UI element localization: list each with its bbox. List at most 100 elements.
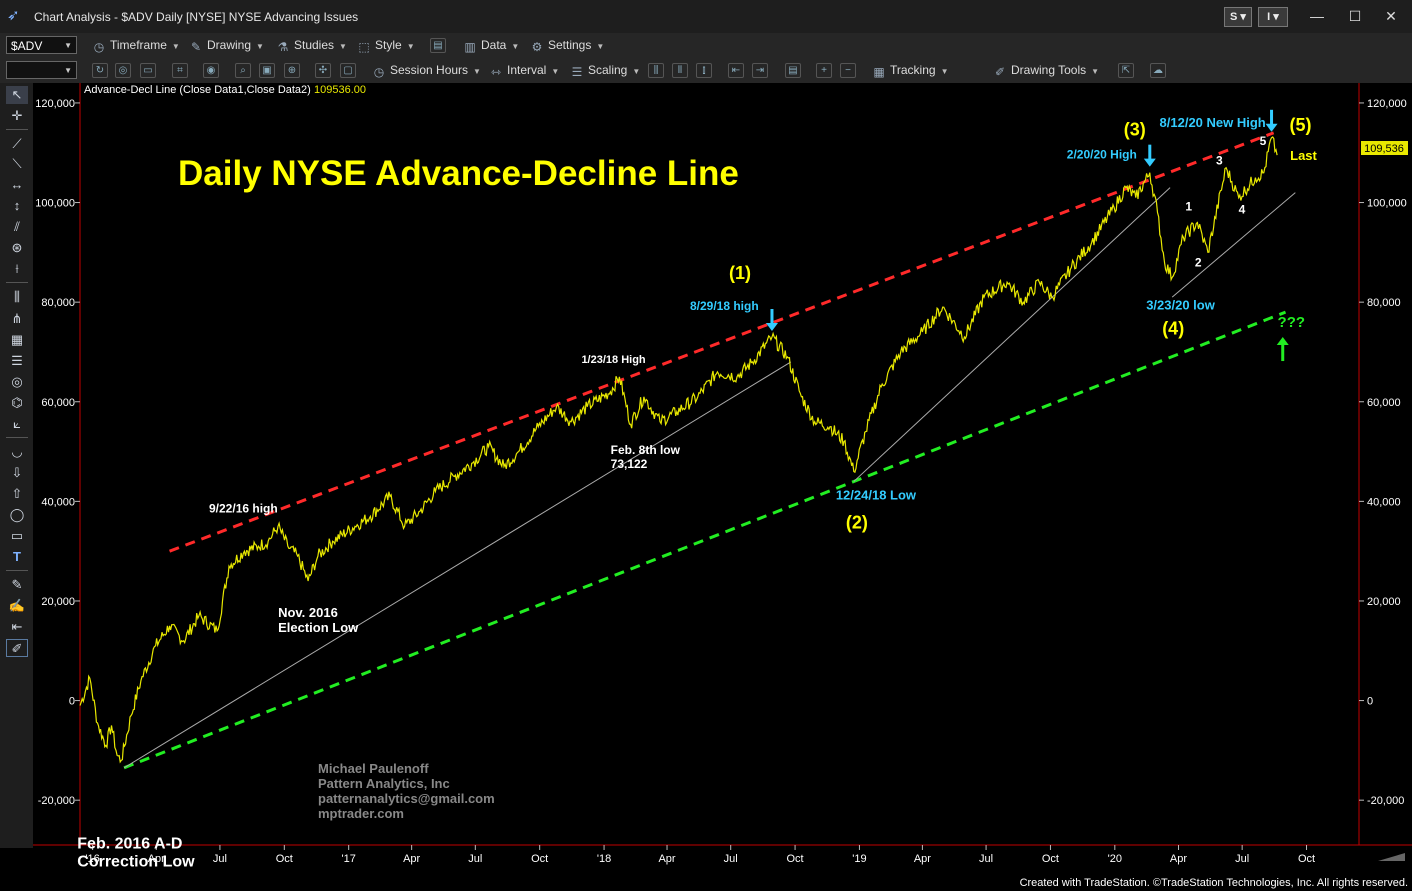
annotation-label: Feb. 8th low — [611, 443, 681, 457]
x-tick-label: '18 — [597, 853, 611, 865]
link-icon[interactable]: ⌗ — [172, 63, 188, 78]
trendline-icon[interactable]: ⟋ — [12, 136, 22, 151]
y-tick-label-left: 100,000 — [35, 198, 75, 210]
bars-tool-icon[interactable]: ⫼ — [14, 289, 20, 304]
zoom-in-icon[interactable]: + — [816, 63, 832, 78]
clock-icon: ◷ — [373, 65, 385, 79]
last-value: 109,536 — [1364, 143, 1404, 155]
tracking-menu[interactable]: ▦ Tracking ▼ — [873, 63, 949, 79]
layout-icon[interactable]: ▤ — [430, 38, 446, 53]
style-icon: ⬚ — [358, 40, 370, 54]
x-tick-label: Apr — [658, 853, 675, 865]
text-tool-icon[interactable]: T — [13, 549, 21, 564]
maximize-button[interactable]: ☐ — [1348, 8, 1362, 24]
properties-icon[interactable]: ✐ — [6, 639, 28, 657]
x-axis-band — [33, 846, 1412, 877]
refresh-icon[interactable]: ↻ — [92, 63, 108, 78]
zoom-icon[interactable]: ⊕ — [284, 63, 300, 78]
scroll-right-icon[interactable]: ⇥ — [752, 63, 768, 78]
annotation-label: 5 — [1260, 134, 1267, 148]
frame-icon[interactable]: ▢ — [340, 63, 356, 78]
bar-chart-icon[interactable]: ⫼ — [648, 63, 664, 78]
y-tick-label-left: -20,000 — [38, 795, 75, 807]
ellipse-icon[interactable]: ◯ — [9, 507, 25, 522]
delete-drawing-icon[interactable]: ⇤ — [11, 619, 23, 634]
save-icon[interactable]: ▣ — [259, 63, 275, 78]
highlight-icon[interactable]: ✍ — [8, 598, 26, 613]
channel-icon[interactable]: ⫽ — [14, 219, 20, 234]
window-title: Chart Analysis - $ADV Daily [NYSE] NYSE … — [34, 10, 359, 24]
crosshair-icon[interactable]: ✛ — [11, 108, 23, 123]
speed-lines-icon[interactable]: ⟀ — [13, 416, 21, 431]
annotation-label: 3 — [1216, 154, 1223, 168]
y-tick-label-right: 0 — [1367, 696, 1373, 708]
x-tick-label: Jul — [979, 853, 993, 865]
settings-menu[interactable]: ⚙ Settings ▼ — [531, 38, 605, 54]
spiral-icon[interactable]: ◎ — [11, 374, 23, 389]
annotation-label: Last — [1290, 148, 1317, 163]
trendline-solid — [1171, 192, 1296, 298]
signature-line: Michael Paulenoff — [318, 761, 429, 776]
secondary-symbol-input[interactable]: ▼ — [6, 61, 77, 79]
y-tick-label-right: 20,000 — [1367, 596, 1401, 608]
arrow-down-icon[interactable]: ⇩ — [11, 465, 23, 480]
drawing-tools-sidebar: ↖ ✛ ⟋ ⟍ ↔ ↕ ⫽ ⊛ ⟊ ⫼ ⋔ ▦ ☰ ◎ ⌬ ⟀ ◡ ⇩ ⇧ ◯ … — [0, 83, 33, 848]
timeframe-menu[interactable]: ◷ Timeframe ▼ — [93, 38, 180, 54]
annotation-label: Feb. 2016 A-D — [77, 835, 182, 852]
arc-icon[interactable]: ◡ — [11, 444, 23, 459]
interval-menu[interactable]: ⇿ Interval ▼ — [490, 63, 560, 79]
x-tick-label: '17 — [342, 853, 356, 865]
chat-icon[interactable]: ☁ — [1150, 63, 1166, 78]
annotation-label: (3) — [1124, 120, 1146, 140]
bars-icon[interactable]: ⫾ — [696, 63, 712, 78]
gann-icon[interactable]: ⟊ — [15, 261, 19, 276]
minimize-button[interactable]: — — [1310, 8, 1324, 24]
zoom-out-icon[interactable]: − — [840, 63, 856, 78]
window-icon[interactable]: ▭ — [140, 63, 156, 78]
style-menu[interactable]: ⬚ Style ▼ — [358, 38, 415, 54]
scaling-menu[interactable]: ☰ Scaling ▼ — [571, 63, 641, 79]
cycle-icon[interactable]: ⌬ — [11, 395, 23, 410]
sync-s-button[interactable]: S ▾ — [1224, 7, 1252, 27]
andrews-pitchfork-icon[interactable]: ⋔ — [11, 311, 23, 326]
y-tick-label-left: 60,000 — [41, 397, 75, 409]
search-icon[interactable]: ⌕ — [235, 63, 251, 78]
scroll-left-icon[interactable]: ⇤ — [728, 63, 744, 78]
drawing-tools-menu[interactable]: ✐ Drawing Tools ▼ — [994, 63, 1100, 79]
levels-icon[interactable]: ☰ — [11, 353, 23, 368]
sync-i-button[interactable]: I ▾ — [1258, 7, 1288, 27]
status-bar — [0, 876, 1412, 891]
arrow-up-icon[interactable]: ⇧ — [11, 486, 23, 501]
ray-icon[interactable]: ⟍ — [12, 156, 22, 171]
horizontal-line-icon[interactable]: ↔ — [10, 177, 24, 192]
chart-area[interactable]: 120,000 120,000 100,000 100,000 80,000 80,000… — [33, 83, 1412, 891]
advance-decline-line — [79, 136, 1278, 764]
panel-icon[interactable]: ▤ — [785, 63, 801, 78]
x-tick-label: Apr — [914, 853, 931, 865]
cross-icon[interactable]: ✣ — [315, 63, 331, 78]
indicator-label: Advance-Decl Line (Close Data1,Close Dat… — [84, 84, 311, 96]
candle-icon[interactable]: ⫴ — [672, 63, 688, 78]
close-button[interactable]: ✕ — [1385, 8, 1397, 24]
sync-icon[interactable]: ◎ — [115, 63, 131, 78]
rectangle-icon[interactable]: ▭ — [10, 528, 24, 543]
data-menu[interactable]: ▥ Data ▼ — [464, 38, 520, 54]
drawing-menu[interactable]: ✎ Drawing ▼ — [190, 38, 264, 54]
indicator-value: 109536.00 — [314, 84, 366, 96]
export-icon[interactable]: ⇱ — [1118, 63, 1134, 78]
trendline-dashed — [123, 310, 1287, 770]
fibonacci-icon[interactable]: ⊛ — [11, 240, 23, 255]
pencil-tool-icon[interactable]: ✎ — [11, 577, 23, 592]
session-hours-menu[interactable]: ◷ Session Hours ▼ — [373, 63, 481, 79]
annotation-label: Election Low — [278, 620, 359, 635]
target-icon[interactable]: ◉ — [203, 63, 219, 78]
annotation-label: (2) — [846, 512, 868, 532]
grid-tool-icon[interactable]: ▦ — [10, 332, 24, 347]
pointer-icon[interactable]: ↖ — [6, 86, 28, 104]
vertical-line-icon[interactable]: ↕ — [13, 198, 21, 213]
y-tick-label-right: -20,000 — [1367, 795, 1404, 807]
studies-menu[interactable]: ⚗ Studies ▼ — [277, 38, 347, 54]
symbol-input[interactable]: $ADV ▼ — [6, 36, 77, 54]
